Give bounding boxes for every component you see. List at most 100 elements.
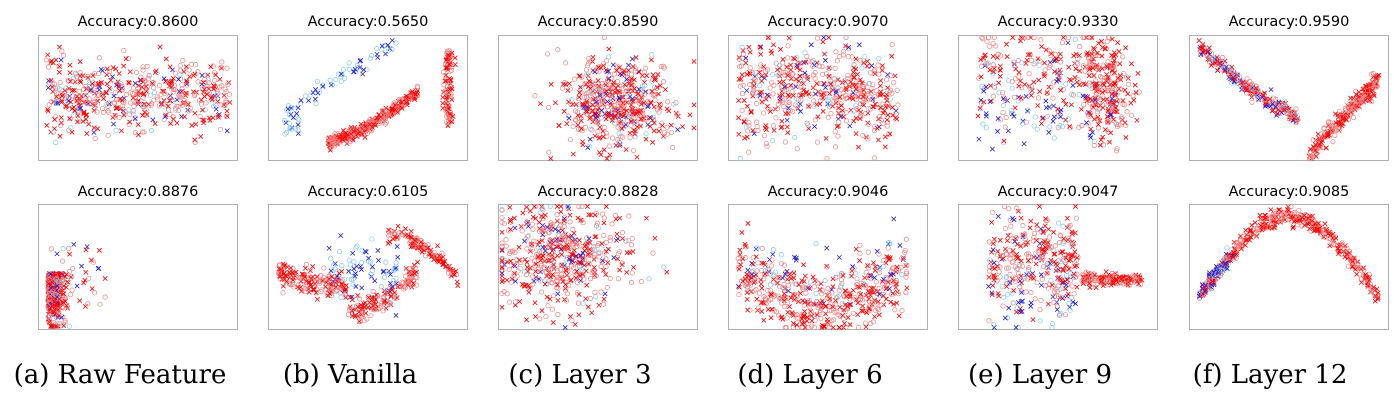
point-class-a-circle (76, 88, 82, 94)
point-class-a-circle (290, 282, 296, 288)
point-class-b-cross (298, 97, 304, 103)
point-class-a-circle (1330, 139, 1336, 145)
point-class-a-cross (837, 94, 843, 100)
point-class-a-circle (1103, 46, 1109, 52)
point-class-a-circle (746, 273, 752, 279)
point-class-a-cross (588, 114, 594, 120)
point-class-a-circle (580, 220, 586, 226)
point-class-a-cross (624, 250, 630, 256)
point-class-b-circle (327, 77, 333, 83)
point-class-a-cross (82, 303, 88, 309)
point-class-a-cross (554, 218, 560, 224)
point-class-a-cross (1104, 71, 1110, 77)
point-class-a-cross (83, 116, 89, 122)
point-class-a-cross (425, 245, 431, 251)
point-class-a-circle (1075, 56, 1081, 62)
point-class-a-cross (582, 243, 588, 249)
point-class-a-circle (532, 263, 538, 269)
point-class-b-circle (547, 204, 553, 210)
point-class-a-circle (402, 284, 408, 291)
point-class-a-circle (1337, 126, 1343, 132)
point-class-a-cross (651, 120, 657, 126)
point-class-a-cross (1057, 51, 1063, 57)
point-class-a-cross (823, 135, 829, 141)
point-class-a-cross (892, 73, 898, 79)
point-class-a-circle (545, 303, 551, 309)
point-class-a-cross (736, 266, 742, 272)
point-class-a-cross (578, 118, 584, 124)
point-class-a-circle (546, 104, 552, 111)
point-class-a-circle (143, 89, 149, 95)
point-class-a-cross (615, 256, 621, 262)
point-class-b-cross (55, 100, 61, 106)
point-class-a-circle (1086, 61, 1092, 67)
point-class-a-cross (630, 249, 636, 255)
point-class-a-circle (870, 319, 877, 325)
point-class-a-circle (620, 134, 626, 140)
point-class-a-circle (1023, 119, 1029, 125)
point-class-a-circle (778, 261, 784, 267)
point-class-a-cross (1039, 115, 1045, 121)
point-class-a-circle (602, 124, 608, 131)
point-class-a-cross (1317, 137, 1323, 143)
point-class-a-cross (757, 44, 763, 50)
point-class-a-cross (596, 302, 602, 308)
point-class-a-cross (855, 312, 861, 318)
point-class-a-circle (47, 295, 53, 301)
point-class-a-cross (1058, 70, 1064, 76)
point-class-b-cross (869, 63, 875, 69)
point-class-a-cross (828, 81, 834, 87)
point-class-a-cross (50, 272, 56, 278)
point-class-b-cross (615, 236, 621, 242)
point-class-a-cross (51, 323, 57, 329)
point-class-b-circle (983, 125, 989, 131)
point-class-b-cross (798, 109, 803, 114)
point-class-a-circle (903, 271, 909, 277)
point-class-b-cross (1083, 94, 1089, 100)
point-class-a-cross (340, 128, 346, 133)
point-class-b-cross (989, 146, 995, 152)
point-class-a-circle (544, 269, 550, 275)
point-class-a-circle (503, 237, 509, 243)
point-class-a-cross (1374, 76, 1379, 82)
point-class-b-circle (368, 52, 375, 59)
point-class-a-cross (1267, 96, 1273, 102)
point-class-a-circle (770, 91, 776, 97)
point-class-a-circle (145, 76, 151, 82)
point-class-a-cross (539, 213, 544, 219)
point-class-a-circle (627, 87, 633, 93)
point-class-a-circle (857, 297, 863, 303)
point-class-a-circle (615, 137, 621, 143)
point-class-a-circle (558, 239, 564, 245)
point-class-b-circle (853, 103, 859, 109)
point-class-a-cross (626, 67, 631, 73)
point-class-a-circle (565, 254, 571, 260)
scatter-plot (268, 35, 468, 161)
point-class-b-circle (339, 263, 345, 269)
point-class-a-circle (1081, 102, 1087, 108)
point-class-b-circle (71, 112, 77, 118)
point-class-a-cross (107, 85, 112, 91)
point-class-a-circle (1048, 84, 1054, 90)
point-class-b-cross (1011, 113, 1017, 119)
point-class-b-cross (45, 85, 51, 91)
point-class-a-circle (611, 71, 618, 77)
point-class-a-cross (747, 49, 753, 55)
point-class-b-cross (375, 248, 381, 254)
point-class-a-circle (903, 290, 909, 296)
point-class-a-cross (91, 107, 97, 113)
scatter-svg (728, 204, 928, 330)
point-class-b-circle (861, 54, 867, 60)
point-class-b-cross (573, 253, 579, 259)
point-class-b-cross (111, 121, 116, 127)
point-class-a-circle (167, 112, 173, 118)
point-class-a-cross (810, 85, 816, 91)
point-class-a-circle (68, 292, 74, 298)
point-class-b-cross (983, 113, 989, 119)
point-class-a-circle (1307, 155, 1313, 161)
point-class-a-circle (754, 119, 760, 125)
point-class-a-circle (1077, 44, 1083, 50)
point-class-a-circle (606, 73, 612, 79)
point-class-b-cross (372, 278, 378, 284)
point-class-a-circle (640, 75, 646, 81)
